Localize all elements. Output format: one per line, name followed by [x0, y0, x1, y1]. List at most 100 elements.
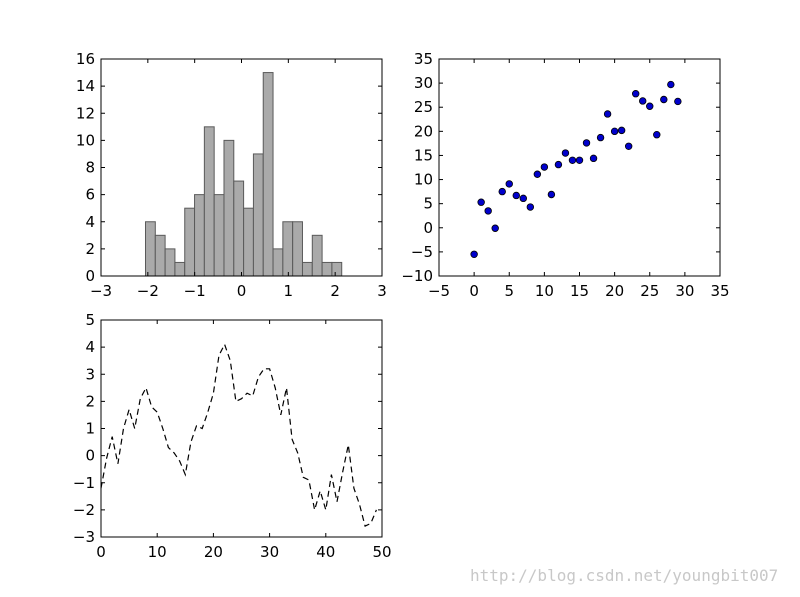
scatter-point — [554, 160, 563, 169]
histogram-bar — [203, 126, 215, 277]
x-tick-label: −5 — [428, 282, 450, 300]
y-tick-label: 10 — [76, 131, 95, 149]
y-tick-label: 12 — [76, 104, 95, 122]
scatter-point — [561, 149, 570, 157]
histogram-bar — [154, 234, 166, 277]
scatter-point — [674, 97, 682, 106]
histogram-bar — [282, 221, 294, 277]
y-tick-label: 30 — [414, 74, 433, 92]
y-tick-label: 0 — [423, 219, 433, 237]
scatter-point — [519, 194, 527, 203]
histogram-bar — [311, 234, 323, 277]
x-tick-label: 20 — [605, 282, 624, 300]
y-tick-label: −10 — [401, 267, 433, 285]
y-tick-label: 25 — [414, 98, 433, 116]
y-tick-label: 35 — [414, 50, 433, 68]
scatter-point — [477, 198, 485, 206]
x-tick-label: 35 — [710, 282, 729, 300]
scatter-point — [632, 90, 640, 98]
histogram-bar — [174, 261, 186, 277]
x-tick-label: 30 — [260, 543, 279, 561]
y-tick-label: 20 — [414, 122, 433, 140]
scatter-point — [540, 163, 549, 171]
scatter-point — [596, 133, 605, 142]
x-tick-label: −3 — [90, 282, 112, 300]
scatter-point — [653, 131, 661, 139]
y-tick-label: 15 — [414, 146, 433, 164]
y-tick-label: 5 — [423, 195, 433, 213]
scatter-point — [660, 95, 668, 104]
x-tick-label: 30 — [675, 282, 694, 300]
y-tick-label: 4 — [85, 338, 95, 356]
histogram-bar — [164, 248, 176, 277]
histogram-bar — [252, 153, 264, 277]
x-tick-label: 25 — [640, 282, 659, 300]
y-tick-label: 14 — [76, 77, 95, 95]
y-tick-label: −1 — [73, 474, 95, 492]
y-tick-label: −3 — [73, 528, 95, 546]
histogram-bar — [233, 180, 245, 277]
scatter-point — [526, 203, 535, 211]
x-tick-label: 2 — [330, 282, 340, 300]
x-tick-label: 10 — [148, 543, 167, 561]
x-tick-label: 40 — [316, 543, 335, 561]
y-tick-label: 10 — [414, 171, 433, 189]
scatter-point — [568, 156, 577, 164]
y-tick-label: 8 — [85, 159, 95, 177]
y-tick-label: 0 — [85, 447, 95, 465]
y-tick-label: 1 — [85, 420, 95, 438]
line-subplot: 0 10 20 30 40 50 −3 −2 −1 0 1 2 3 4 5 — [73, 311, 392, 561]
scatter-point — [610, 127, 619, 136]
x-tick-label: 10 — [535, 282, 554, 300]
scatter-point — [505, 180, 513, 188]
x-tick-label: 0 — [96, 543, 106, 561]
histogram-bar — [262, 72, 274, 277]
histogram-bar — [213, 194, 225, 277]
scatter-point — [512, 191, 520, 200]
x-tick-label: 0 — [469, 282, 479, 300]
watermark: http://blog.csdn.net/youngbit007 — [470, 566, 779, 585]
x-tick-label: 5 — [504, 282, 514, 300]
scatter-point — [617, 126, 626, 135]
scatter-point — [575, 156, 584, 164]
y-tick-label: 0 — [85, 267, 95, 285]
histogram-bar — [292, 221, 303, 277]
histogram-bar — [223, 139, 235, 277]
histogram-bar — [144, 221, 156, 277]
series-line — [100, 342, 377, 527]
histogram-bar — [321, 261, 333, 277]
y-tick-label: 4 — [85, 213, 95, 231]
axes-frame — [438, 58, 721, 277]
scatter-point — [582, 139, 591, 147]
x-tick-label: −1 — [184, 282, 206, 300]
scatter-point — [624, 142, 633, 150]
histogram-bar — [272, 248, 284, 277]
y-tick-label: 3 — [85, 365, 95, 383]
histogram-bar — [331, 261, 343, 277]
x-tick-label: 3 — [377, 282, 387, 300]
scatter-point — [589, 154, 598, 163]
axes-frame — [100, 319, 383, 538]
x-tick-label: 20 — [204, 543, 223, 561]
y-tick-label: 6 — [85, 186, 95, 204]
scatter-point — [484, 207, 492, 215]
y-tick-label: 5 — [85, 311, 95, 329]
scatter-point — [667, 80, 675, 89]
histogram-bar — [301, 261, 313, 277]
scatter-point — [603, 110, 612, 118]
y-tick-label: 2 — [85, 392, 95, 410]
x-tick-label: 15 — [570, 282, 589, 300]
x-tick-label: 0 — [237, 282, 247, 300]
histogram-bar — [194, 194, 205, 277]
scatter-point — [491, 224, 499, 232]
x-tick-label: −2 — [137, 282, 159, 300]
scatter-point — [533, 170, 542, 178]
histogram-bar — [184, 207, 196, 277]
x-tick-label: 50 — [372, 543, 391, 561]
y-tick-label: −2 — [73, 501, 95, 519]
y-tick-label: 16 — [76, 50, 95, 68]
scatter-point — [498, 187, 506, 196]
